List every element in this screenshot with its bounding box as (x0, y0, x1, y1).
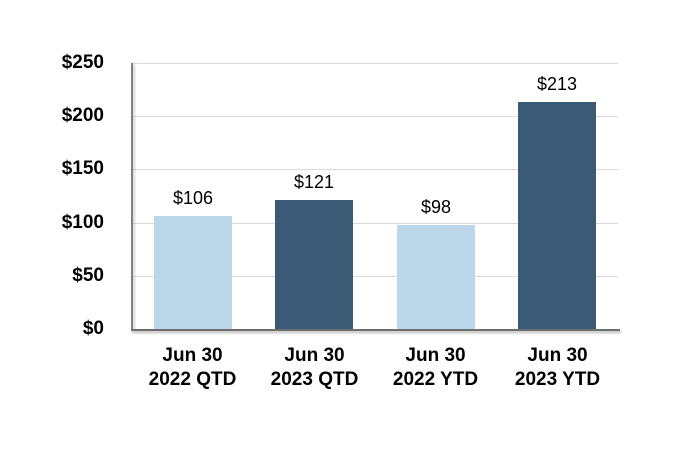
x-axis-line (131, 329, 620, 331)
y-tick-label: $0 (82, 318, 104, 339)
gridline (132, 116, 618, 118)
x-category-label: Jun 30 2023 YTD (514, 345, 601, 390)
bar-data-label: $213 (536, 74, 578, 94)
y-axis-line (131, 63, 133, 329)
gridline (132, 275, 618, 277)
y-tick-label: $50 (72, 264, 104, 286)
bar-data-label: $121 (293, 172, 335, 192)
gridline (132, 169, 618, 171)
bar-data-label: $98 (420, 197, 452, 217)
y-tick-label: $100 (61, 211, 104, 233)
y-tick-label: $250 (61, 52, 104, 73)
bar-3 (397, 225, 475, 329)
gridline (132, 63, 618, 64)
x-category-label: Jun 30 2022 QTD (148, 345, 237, 390)
y-tick-label: $200 (61, 105, 104, 127)
bar-data-label: $106 (172, 188, 214, 208)
bar-4 (518, 102, 596, 329)
x-category-label: Jun 30 2022 YTD (392, 345, 479, 390)
bar-2 (275, 200, 353, 329)
plot-area (132, 63, 618, 329)
bar-1 (154, 216, 232, 329)
x-category-label: Jun 30 2023 QTD (270, 345, 359, 390)
gridline (132, 222, 618, 224)
y-tick-label: $150 (61, 158, 104, 180)
